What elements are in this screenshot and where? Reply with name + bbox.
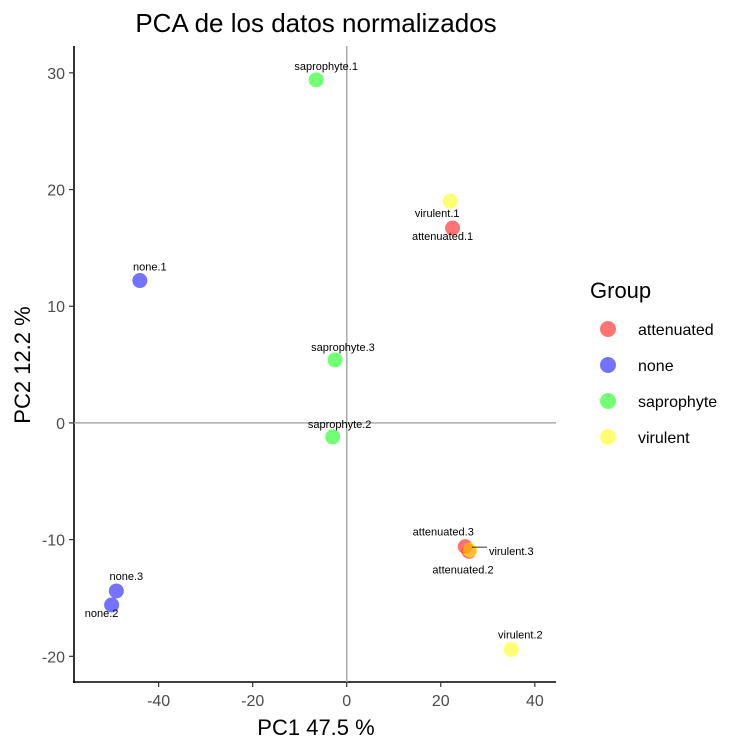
point-label-virulent-3: virulent.3: [489, 546, 534, 558]
legend-label-saprophyte: saprophyte: [638, 394, 717, 411]
y-tick-label: -20: [42, 649, 65, 666]
legend-key-saprophyte: [600, 393, 616, 409]
x-axis-title: PC1 47.5 %: [257, 715, 374, 740]
legend-title: Group: [590, 278, 651, 303]
point-label-none-3: none.3: [109, 571, 143, 583]
y-tick-label: 20: [47, 183, 65, 200]
axes-layer: -40 -20 0 20 40 -20 -10 0 10 20 30: [42, 46, 556, 710]
point-label-attenuated-2: attenuated.2: [432, 564, 493, 576]
x-tick-label: 40: [526, 693, 544, 710]
point-virulent-2: [503, 641, 519, 657]
point-label-attenuated-3: attenuated.3: [413, 527, 474, 539]
x-tick-label: -40: [147, 693, 170, 710]
point-saprophyte-3: [327, 352, 343, 368]
legend: Group attenuated none saprophyte virulent: [590, 278, 717, 447]
x-tick-label: -20: [241, 693, 264, 710]
x-tick-label: 20: [432, 693, 450, 710]
y-tick-label: 10: [47, 299, 65, 316]
point-label-attenuated-1: attenuated.1: [412, 231, 473, 243]
point-attenuated-1: [445, 220, 461, 236]
point-label-none-2: none.2: [85, 608, 119, 620]
point-label-virulent-2: virulent.2: [498, 629, 543, 641]
point-saprophyte-2: [325, 429, 341, 445]
legend-key-virulent: [600, 429, 616, 445]
point-virulent-3: [462, 542, 478, 558]
y-axis-title: PC2 12.2 %: [10, 306, 35, 423]
points-layer: [104, 72, 519, 657]
legend-key-none: [600, 357, 616, 373]
y-tick-label: 30: [47, 66, 65, 83]
x-tick-label: 0: [342, 693, 351, 710]
point-none-2: [104, 597, 120, 613]
point-label-saprophyte-3: saprophyte.3: [311, 342, 375, 354]
legend-label-attenuated: attenuated: [638, 322, 714, 339]
point-label-saprophyte-1: saprophyte.1: [294, 61, 358, 73]
chart-title: PCA de los datos normalizados: [135, 8, 496, 38]
legend-key-attenuated: [600, 321, 616, 337]
legend-label-virulent: virulent: [638, 430, 690, 447]
point-label-none-1: none.1: [133, 262, 167, 274]
point-labels-layer: saprophyte.1 virulent.1 attenuated.1 none.1…: [85, 61, 543, 641]
point-none-3: [108, 583, 124, 599]
point-saprophyte-1: [308, 72, 324, 88]
point-none-1: [132, 273, 148, 289]
y-tick-label: -10: [42, 533, 65, 550]
y-tick-label: 0: [56, 416, 65, 433]
point-virulent-1: [442, 193, 458, 209]
point-label-saprophyte-2: saprophyte.2: [308, 419, 372, 431]
legend-label-none: none: [638, 358, 674, 375]
point-label-virulent-1: virulent.1: [415, 208, 460, 220]
reference-lines: [74, 46, 556, 682]
